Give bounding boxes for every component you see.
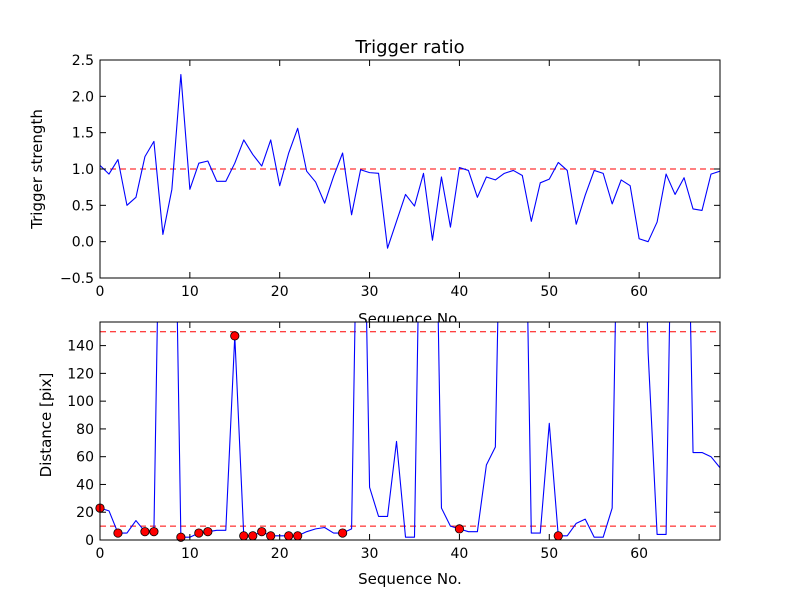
y-tick-label: 1.5 — [72, 126, 94, 142]
y-axis-label: Distance [pix] — [37, 373, 55, 478]
x-tick-label: 20 — [271, 284, 289, 300]
y-tick-label: 0.5 — [72, 198, 94, 214]
data-point-marker — [454, 524, 465, 534]
data-point-marker — [338, 528, 348, 538]
y-tick-label: 120 — [67, 366, 94, 382]
x-tick-label: 30 — [361, 284, 379, 300]
data-point-marker — [230, 331, 240, 341]
x-tick-label: 0 — [96, 284, 105, 300]
distance-plot: 0 10 20 30 40 50 60 0 20 40 60 80 100 120 140 Sequence… — [37, 321, 721, 588]
y-axis-label: Trigger strength — [28, 109, 46, 230]
chart-title: Trigger ratio — [354, 37, 464, 58]
y-tick-label: 20 — [76, 505, 94, 521]
x-tick-label: 30 — [361, 546, 379, 562]
data-point-marker — [239, 531, 249, 541]
plot-frame — [99, 321, 721, 541]
y-tick-label: 0 — [85, 533, 94, 549]
data-point-marker — [140, 527, 150, 537]
data-point-marker — [203, 527, 213, 537]
y-tick-label: 140 — [67, 339, 94, 355]
series-line — [100, 73, 720, 249]
x-tick-label: 50 — [540, 284, 558, 300]
x-tick-label: 40 — [451, 546, 469, 562]
x-tick-label: 50 — [540, 546, 558, 562]
data-point-marker — [176, 532, 186, 542]
x-tick-label: 0 — [96, 546, 105, 562]
x-tick-label: 10 — [181, 546, 199, 562]
data-point-marker — [149, 527, 159, 537]
y-tick-label: −0.5 — [60, 271, 94, 287]
data-point-marker — [113, 528, 123, 538]
x-tick-label: 10 — [181, 284, 199, 300]
data-point-marker — [293, 531, 303, 541]
trigger-ratio-plot: Trigger ratio 0 10 20 30 40 50 60 −0.5 0.0 0.5 1.0… — [28, 37, 721, 328]
plot-area — [100, 322, 720, 540]
y-tick-label: 2.0 — [72, 89, 94, 105]
x-tick-label: 60 — [630, 284, 648, 300]
y-tick-label: 80 — [76, 422, 94, 438]
data-point-marker — [284, 531, 294, 541]
x-tick-label: 40 — [451, 284, 469, 300]
data-point-marker — [553, 531, 563, 541]
data-point-marker — [266, 531, 276, 541]
x-tick-label: 20 — [271, 546, 289, 562]
data-point-marker — [194, 528, 204, 538]
y-tick-label: 40 — [76, 477, 94, 493]
data-point-marker — [257, 527, 267, 537]
y-tick-label: 100 — [67, 394, 94, 410]
y-tick-label: 2.5 — [72, 53, 94, 69]
y-tick-label: 60 — [76, 450, 94, 466]
y-tick-label: 0.0 — [72, 235, 94, 251]
x-axis-label: Sequence No. — [358, 570, 462, 588]
x-tick-label: 60 — [630, 546, 648, 562]
data-point-marker — [248, 531, 258, 541]
y-tick-label: 1.0 — [72, 162, 94, 178]
